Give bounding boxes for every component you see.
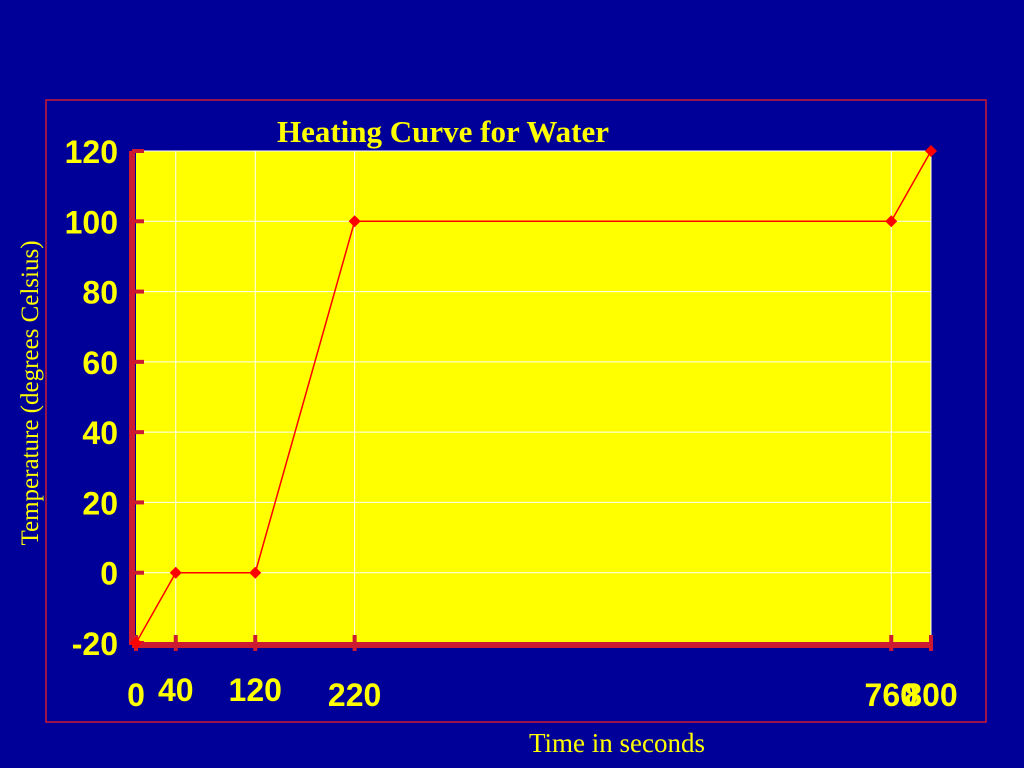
- series-line: [135, 150, 932, 644]
- x-tick-label: 220: [328, 677, 381, 713]
- y-tick-label: 100: [65, 204, 118, 240]
- data-point: [348, 215, 361, 228]
- axes: [129, 149, 933, 651]
- y-tick-label: 0: [100, 556, 118, 592]
- y-tick-label: 80: [82, 275, 118, 311]
- y-tick-label: 20: [82, 485, 118, 521]
- y-axis-title: Temperature (degrees Celsius): [17, 240, 44, 545]
- y-tick-label: -20: [72, 626, 118, 662]
- plot-area: [136, 151, 931, 643]
- x-tick-label: 40: [158, 672, 194, 708]
- x-axis-title: Time in seconds: [529, 728, 705, 758]
- data-point: [885, 215, 898, 228]
- data-point: [169, 566, 182, 579]
- data-point: [249, 566, 262, 579]
- data-point: [130, 637, 142, 649]
- y-tick-label: 120: [65, 134, 118, 170]
- x-tick-label: 760: [865, 677, 918, 713]
- x-tick-label: 120: [229, 672, 282, 708]
- y-tick-label: 40: [82, 415, 118, 451]
- chart-title: Heating Curve for Water: [277, 114, 609, 149]
- data-point: [925, 145, 937, 157]
- y-tick-label: 60: [82, 345, 118, 381]
- x-tick-label: 0: [127, 677, 145, 713]
- x-tick-label: 800: [904, 677, 957, 713]
- data-series: [130, 145, 937, 649]
- chart-frame: [45, 99, 987, 723]
